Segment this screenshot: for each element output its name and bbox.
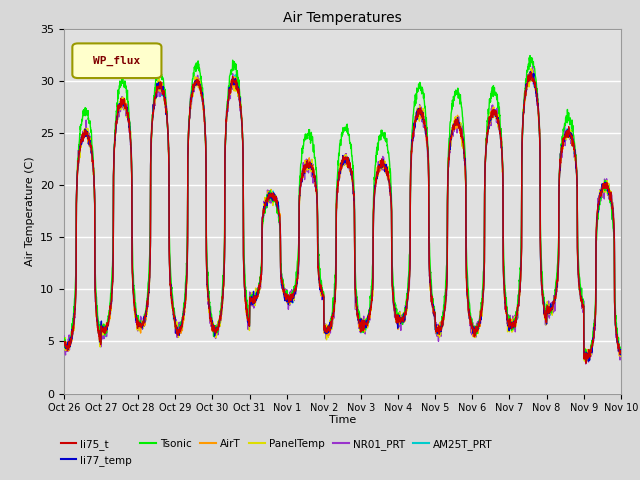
Legend: li75_t, li77_temp, Tsonic, AirT, PanelTemp, NR01_PRT, AM25T_PRT: li75_t, li77_temp, Tsonic, AirT, PanelTe… [56,434,497,470]
FancyBboxPatch shape [72,43,161,78]
Title: Air Temperatures: Air Temperatures [283,11,402,25]
X-axis label: Time: Time [329,415,356,425]
Y-axis label: Air Temperature (C): Air Temperature (C) [24,156,35,266]
Text: WP_flux: WP_flux [93,56,141,66]
